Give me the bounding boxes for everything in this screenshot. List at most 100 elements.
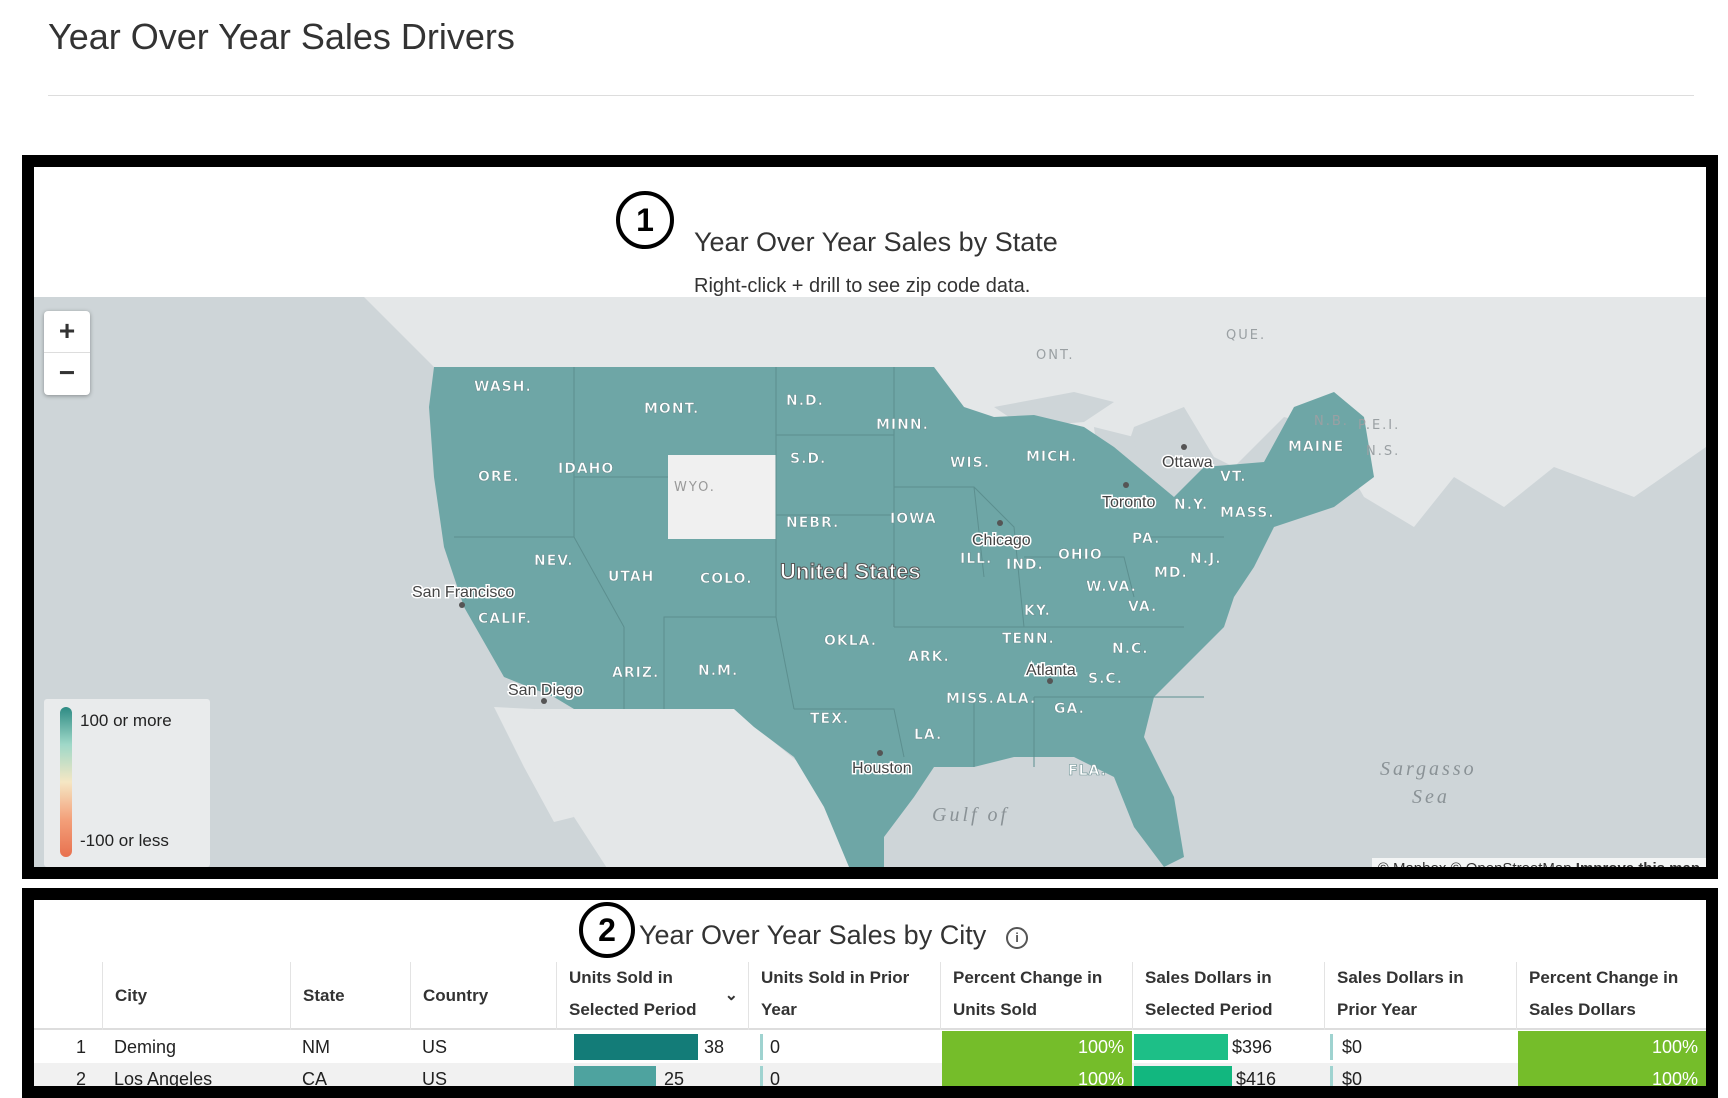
title-divider (48, 95, 1694, 96)
svg-text:P.E.I.: P.E.I. (1358, 418, 1400, 433)
svg-text:IOWA: IOWA (890, 511, 937, 527)
svg-text:WIS.: WIS. (950, 455, 990, 471)
usa-states-fill (429, 367, 1374, 867)
state-choropleth-map[interactable]: WASH. MONT. N.D. MINN. ORE. IDAHO WYO. S… (34, 297, 1706, 879)
svg-text:N.Y.: N.Y. (1174, 497, 1208, 513)
col-header-pct-units[interactable]: Percent Change in Units Sold (940, 962, 1132, 1030)
cell-sales-prior: $0 (1342, 1037, 1363, 1057)
svg-text:PA.: PA. (1132, 531, 1160, 547)
svg-text:MASS.: MASS. (1220, 505, 1275, 521)
map-badge: 1 (616, 191, 674, 249)
svg-text:OKLA.: OKLA. (824, 633, 877, 649)
improve-map-link[interactable]: Improve this map (1575, 860, 1700, 877)
col-header-units-selected[interactable]: Units Sold in Selected Period ⌄ (556, 962, 748, 1030)
svg-text:WYO.: WYO. (674, 480, 716, 495)
osm-link[interactable]: © OpenStreetMap (1450, 860, 1572, 877)
svg-text:N.D.: N.D. (786, 393, 824, 409)
svg-text:VT.: VT. (1220, 469, 1247, 485)
svg-text:N.C.: N.C. (1112, 641, 1149, 657)
sort-chevron-down-icon[interactable]: ⌄ (724, 987, 738, 1004)
table-header: City State Country Units Sold in Selected… (34, 962, 1706, 1030)
svg-text:S.C.: S.C. (1088, 671, 1123, 687)
cell-pct-sales: 100% (1651, 1037, 1698, 1057)
svg-text:N.S.: N.S. (1366, 444, 1400, 459)
col-header-state[interactable]: State (290, 962, 410, 1030)
svg-text:ONT.: ONT. (1036, 348, 1075, 363)
zoom-control: + − (44, 311, 90, 395)
svg-text:ORE.: ORE. (478, 469, 520, 485)
col-header-pct-sales[interactable]: Percent Change in Sales Dollars (1516, 962, 1706, 1030)
table-title: Year Over Year Sales by City (639, 920, 987, 950)
canada-labels: QUE. ONT. N.B. P.E.I. N.S. (1036, 328, 1400, 459)
col-header-units-prior[interactable]: Units Sold in Prior Year (748, 962, 940, 1030)
svg-text:MISS.: MISS. (946, 691, 995, 707)
svg-text:Ottawa: Ottawa (1162, 454, 1213, 471)
row-index: 1 (75, 1037, 86, 1057)
svg-text:COLO.: COLO. (700, 571, 753, 587)
svg-text:S.D.: S.D. (790, 451, 826, 467)
col-header-sales-selected[interactable]: Sales Dollars in Selected Period (1132, 962, 1324, 1030)
baja-land (494, 707, 574, 822)
svg-text:QUE.: QUE. (1226, 328, 1266, 343)
cell-city: Deming (114, 1037, 177, 1057)
zoom-in-button[interactable]: + (44, 311, 90, 353)
svg-text:ARK.: ARK. (908, 649, 950, 665)
mapbox-link[interactable]: © Mapbox (1377, 860, 1447, 877)
cell-country: US (422, 1069, 448, 1089)
map-header: 1 Year Over Year Sales by State Right-cl… (34, 167, 1706, 297)
svg-text:San Diego: San Diego (508, 682, 583, 699)
sea-label-1: Sargasso (1380, 758, 1477, 780)
table-row[interactable]: 1 Deming NM US 38 0 100% $396 $0 100% (34, 1031, 1706, 1063)
cell-units-selected: 25 (664, 1069, 685, 1089)
sales-prior-bar (1330, 1066, 1333, 1092)
svg-text:MINN.: MINN. (876, 417, 929, 433)
svg-text:NEBR.: NEBR. (786, 515, 839, 531)
svg-text:Toronto: Toronto (1102, 494, 1155, 511)
svg-text:N.M.: N.M. (698, 663, 738, 679)
units-selected-bar (574, 1034, 698, 1060)
svg-text:VA.: VA. (1128, 599, 1157, 615)
svg-text:TEX.: TEX. (810, 711, 849, 727)
info-icon[interactable]: i (1006, 927, 1028, 949)
units-prior-bar (760, 1034, 763, 1060)
legend-high-label: 100 or more (80, 711, 172, 730)
svg-text:IDAHO: IDAHO (558, 461, 614, 477)
svg-text:San Francisco: San Francisco (412, 584, 514, 601)
legend-low-label: -100 or less (80, 831, 169, 850)
svg-text:IND.: IND. (1006, 557, 1044, 573)
pct-units-fill (942, 1031, 1132, 1063)
mexico-land (534, 709, 879, 867)
cell-pct-units: 100% (1077, 1069, 1124, 1089)
col-header-country[interactable]: Country (410, 962, 556, 1030)
svg-text:N.J.: N.J. (1190, 551, 1222, 567)
col-header-city[interactable]: City (102, 962, 290, 1030)
svg-text:Atlanta: Atlanta (1026, 662, 1076, 679)
table-badge: 2 (579, 902, 635, 958)
col-header-sales-prior[interactable]: Sales Dollars in Prior Year (1324, 962, 1516, 1030)
color-legend: 100 or more -100 or less (44, 699, 210, 867)
cell-city: Los Angeles (114, 1069, 213, 1089)
cell-pct-sales: 100% (1651, 1069, 1698, 1089)
svg-text:Chicago: Chicago (972, 532, 1031, 549)
svg-text:WASH.: WASH. (474, 379, 532, 395)
cell-country: US (422, 1037, 448, 1057)
svg-text:Houston: Houston (852, 760, 912, 777)
svg-text:ARIZ.: ARIZ. (612, 665, 659, 681)
cell-sales-selected: $416 (1236, 1069, 1277, 1089)
pct-sales-fill (1518, 1031, 1706, 1063)
svg-text:OHIO: OHIO (1058, 547, 1103, 563)
cell-sales-selected: $396 (1232, 1037, 1273, 1057)
country-label: United States (780, 559, 921, 584)
svg-text:W.VA.: W.VA. (1086, 579, 1137, 595)
svg-text:FLA.: FLA. (1068, 763, 1107, 779)
state-labels: WASH. MONT. N.D. MINN. ORE. IDAHO WYO. S… (474, 379, 1344, 780)
svg-text:MAINE: MAINE (1288, 439, 1344, 455)
svg-text:UTAH: UTAH (608, 569, 654, 585)
svg-text:KY.: KY. (1024, 603, 1051, 619)
page-title: Year Over Year Sales Drivers (48, 16, 515, 57)
map-panel: 1 Year Over Year Sales by State Right-cl… (22, 155, 1718, 879)
zoom-out-button[interactable]: − (58, 357, 76, 388)
svg-text:GA.: GA. (1054, 701, 1085, 717)
svg-text:ALA.: ALA. (996, 691, 1036, 707)
map-canvas[interactable]: WASH. MONT. N.D. MINN. ORE. IDAHO WYO. S… (34, 297, 1706, 879)
